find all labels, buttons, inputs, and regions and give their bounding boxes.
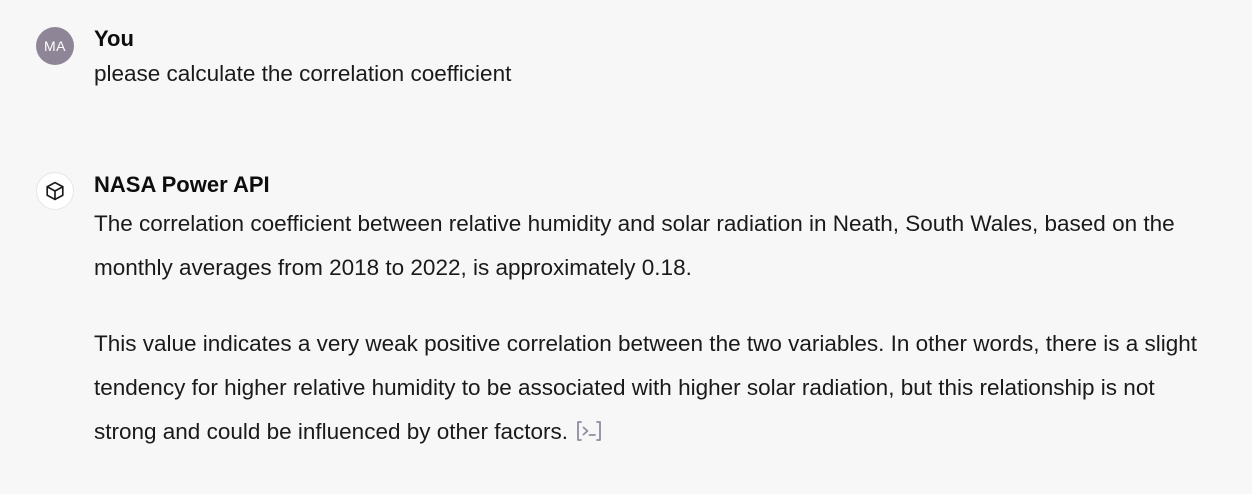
assistant-paragraph-2: This value indicates a very weak positiv…: [94, 331, 1198, 444]
user-message-content: You please calculate the correlation coe…: [94, 24, 1214, 91]
cube-icon: [46, 181, 64, 201]
assistant-paragraph-1: The correlation coefficient between rela…: [94, 211, 1175, 280]
user-message-text: please calculate the correlation coeffic…: [94, 61, 512, 86]
code-terminal-icon[interactable]: [574, 413, 604, 441]
user-avatar: MA: [36, 27, 74, 65]
user-avatar-initials: MA: [44, 38, 66, 54]
assistant-author-name: NASA Power API: [94, 172, 270, 197]
user-author-name: You: [94, 26, 134, 51]
assistant-message-content: NASA Power API The correlation coefficie…: [94, 170, 1214, 454]
assistant-paragraph-2-wrapper: This value indicates a very weak positiv…: [94, 322, 1214, 454]
assistant-avatar: [36, 172, 74, 210]
